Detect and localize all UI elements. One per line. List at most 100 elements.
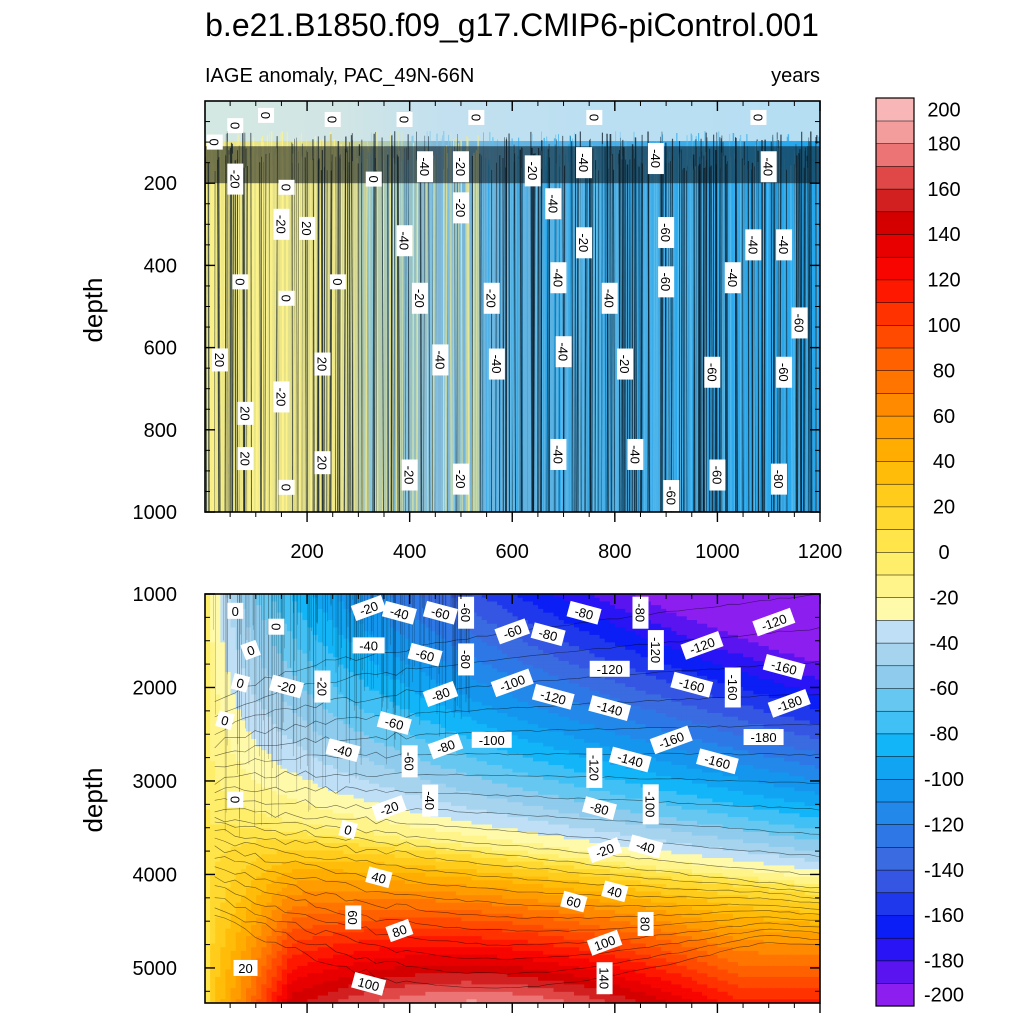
- top-contour-label: 20: [314, 352, 331, 376]
- top-contour-label: 0: [750, 109, 767, 125]
- top-contour-label-text: -40: [432, 351, 447, 370]
- top-contour-label-text: 20: [212, 353, 227, 367]
- top-contour-label: 0: [468, 109, 485, 125]
- top-contour-label: -40: [432, 344, 449, 376]
- bottom-contour-label: -100: [471, 731, 512, 748]
- top-contour-label-text: 0: [232, 278, 247, 285]
- bottom-contour-label: -160: [670, 671, 714, 698]
- bottom-contour-label: -80: [427, 733, 464, 760]
- top-contour-label: -80: [770, 463, 787, 495]
- colorbar-swatch: [875, 370, 915, 394]
- bottom-contour-label-text: 40: [370, 869, 388, 887]
- top-contour-label: -60: [663, 480, 680, 512]
- top-contour-label-text: 20: [238, 406, 253, 420]
- bottom-contour-label-text: 80: [390, 921, 409, 940]
- bottom-contour-label: -20: [586, 837, 623, 864]
- bottom-contour-label-text: -60: [458, 603, 473, 622]
- colorbar-swatch: [875, 392, 915, 417]
- colorbar-swatch: [875, 892, 915, 916]
- bottom-contour-label: -20: [350, 595, 387, 622]
- y-tick-label: 800: [144, 420, 177, 442]
- bottom-contour-label-text: -80: [588, 799, 610, 818]
- top-contour-label: 0: [278, 479, 295, 495]
- bottom-contour-label: -20: [371, 795, 407, 822]
- top-contour-label: 20: [299, 216, 316, 240]
- bottom-contour-label-text: -60: [383, 714, 405, 733]
- bottom-contour-label: -60: [401, 745, 418, 778]
- top-contour-label-text: -20: [484, 289, 499, 308]
- subtitle-right: years: [771, 65, 820, 87]
- top-contour-label-text: 0: [750, 114, 765, 121]
- bottom-contour-label: 0: [215, 710, 235, 731]
- bottom-contour-label-text: 0: [227, 796, 242, 803]
- bottom-contour-label: -40: [352, 637, 385, 654]
- top-contour-label: 0: [206, 134, 223, 150]
- colorbar-tick-label: 40: [933, 451, 955, 473]
- colorbar-swatch: [875, 256, 915, 281]
- top-contour-label-text: -40: [545, 194, 560, 213]
- colorbar-swatch: [875, 529, 915, 553]
- bottom-contour-label-text: -60: [429, 604, 451, 623]
- bottom-contour-label-text: 20: [238, 961, 252, 976]
- top-contour-label-text: -60: [658, 272, 673, 291]
- top-contour-label-text: -60: [709, 466, 724, 485]
- top-contour-label-text: 0: [279, 484, 294, 491]
- colorbar-tick-label: -80: [930, 724, 959, 746]
- y-tick-label: 1000: [133, 584, 178, 606]
- top-contour-label: 20: [237, 401, 254, 425]
- bottom-contour-label-text: -140: [595, 698, 624, 719]
- top-contour-label-text: -40: [489, 355, 504, 374]
- bottom-contour-label: 60: [345, 905, 362, 930]
- bottom-contour-label-text: -140: [616, 749, 645, 770]
- top-contour-label: -20: [576, 227, 593, 259]
- colorbar-tick-label: -180: [924, 951, 964, 973]
- top-contour-label: -20: [452, 151, 469, 183]
- bottom-contour-label-text: -120: [597, 662, 623, 677]
- top-contour-label: 0: [227, 118, 244, 134]
- bottom-contour-label-text: -80: [458, 650, 473, 669]
- y-tick-label: 3000: [133, 771, 178, 793]
- top-contour-label: -20: [483, 282, 500, 314]
- colorbar-swatch: [875, 551, 915, 576]
- colorbar-swatch: [875, 914, 915, 939]
- colorbar-swatch: [875, 279, 915, 303]
- bottom-contour-label: -80: [632, 596, 649, 629]
- bottom-contour-label-text: 100: [592, 932, 618, 954]
- bottom-contour-label-text: -120: [586, 755, 601, 781]
- top-contour-label: -40: [647, 143, 664, 175]
- colorbar-swatch: [875, 733, 915, 757]
- top-contour-label: -40: [550, 262, 567, 294]
- top-contour-label: -40: [601, 282, 618, 314]
- top-contour-label: 0: [396, 111, 413, 127]
- top-contour-label: -40: [550, 438, 567, 470]
- bottom-contour-label-text: 80: [638, 917, 653, 931]
- top-contour-label: -60: [791, 307, 808, 339]
- top-contour-label: 20: [314, 451, 331, 475]
- colorbar-swatch: [875, 960, 915, 984]
- top-contour-label: -20: [452, 463, 469, 495]
- top-contour-label-text: -40: [745, 235, 760, 254]
- bottom-contour-label-text: 60: [565, 893, 583, 911]
- colorbar-tick-label: -60: [930, 678, 959, 700]
- top-contour-label-text: 20: [314, 357, 329, 371]
- colorbar-tick-label: 140: [927, 224, 960, 246]
- top-contour-label-text: 0: [366, 175, 381, 182]
- top-contour-label: -40: [555, 336, 572, 368]
- y-tick-label: 5000: [133, 958, 178, 980]
- top-contour-label-text: -20: [227, 170, 242, 189]
- top-contour-label-text: 0: [207, 138, 222, 145]
- top-contour-label-text: 20: [299, 221, 314, 235]
- top-contour-labels: 000 0 0 0 00-20 00-40 -20 -20 -40 -40 -40-20 20-40-…: [206, 107, 808, 512]
- colorbar-swatch: [875, 642, 915, 667]
- top-contour-label-text: -40: [576, 153, 591, 172]
- bottom-contour-label: 20: [233, 959, 258, 976]
- colorbar-swatch: [875, 824, 915, 848]
- top-contour-label-text: -40: [556, 342, 571, 361]
- colorbar-tick-label: -120: [924, 814, 964, 836]
- bottom-contour-label-text: -40: [359, 638, 378, 653]
- bottom-contour-label-text: 60: [345, 910, 360, 924]
- top-contour-label-text: -40: [761, 157, 776, 176]
- top-contour-label-text: -40: [550, 268, 565, 287]
- bottom-contour-lines: [214, 594, 820, 989]
- y-tick-label: 600: [144, 338, 177, 360]
